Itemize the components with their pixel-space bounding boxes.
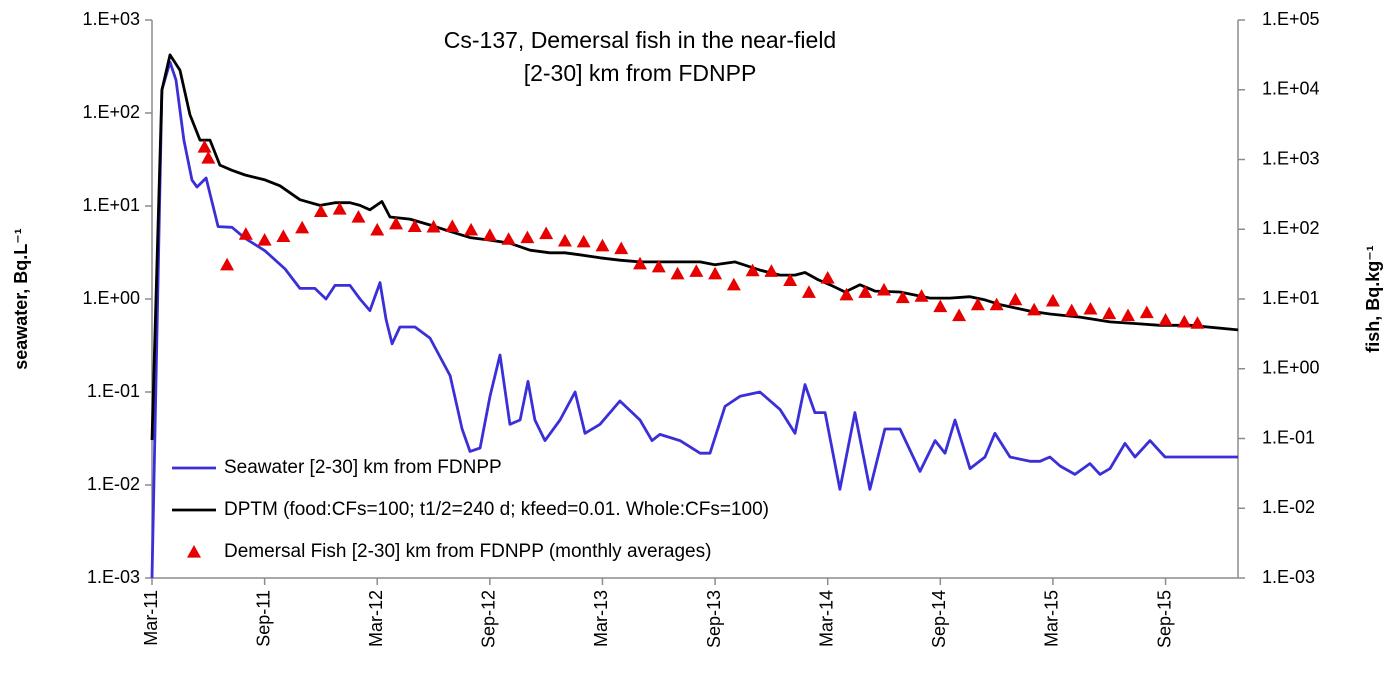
- data-point: [1045, 293, 1060, 307]
- y-tick-label: 1.E-02: [87, 474, 140, 494]
- data-point: [313, 204, 328, 218]
- data-point: [238, 227, 253, 240]
- x-tick-label: Sep-14: [929, 590, 949, 648]
- data-point: [351, 209, 366, 223]
- data-point: [595, 238, 610, 252]
- data-point: [1139, 305, 1154, 319]
- y2-tick-label: 1.E+03: [1262, 148, 1320, 168]
- data-point: [877, 282, 892, 296]
- data-point: [276, 229, 291, 242]
- data-point: [839, 287, 854, 301]
- data-point: [1190, 316, 1205, 329]
- data-point: [895, 290, 910, 304]
- data-point: [745, 263, 760, 277]
- data-point: [914, 289, 929, 302]
- data-point: [539, 226, 554, 240]
- y-tick-label: 1.E+01: [82, 195, 140, 215]
- y2-tick-label: 1.E+01: [1262, 288, 1320, 308]
- data-point: [858, 285, 873, 298]
- y-tick-label: 1.E+03: [82, 9, 140, 29]
- data-point: [1083, 301, 1098, 315]
- data-point: [970, 297, 985, 311]
- data-point: [820, 271, 835, 284]
- x-tick-label: Sep-13: [704, 590, 724, 648]
- legend-label: Seawater [2-30] km from FDNPP: [224, 457, 502, 478]
- x-tick-label: Mar-14: [816, 590, 836, 647]
- y-tick-label: 1.E+02: [82, 102, 140, 122]
- data-point: [1102, 306, 1117, 320]
- data-point: [295, 220, 310, 234]
- legend-swatch: [187, 545, 201, 558]
- y2-axis-title: fish, Bq.kg⁻¹: [1363, 245, 1383, 353]
- data-point: [952, 308, 967, 322]
- data-point: [1177, 314, 1192, 328]
- x-tick-label: Sep-12: [479, 590, 499, 648]
- data-point: [557, 233, 572, 247]
- data-point: [633, 256, 648, 270]
- data-point: [220, 257, 235, 271]
- data-point: [389, 216, 404, 230]
- data-point: [426, 219, 441, 233]
- y2-tick-label: 1.E+05: [1262, 9, 1320, 29]
- chart-title: [2-30] km from FDNPP: [524, 60, 757, 86]
- data-point: [1158, 312, 1173, 326]
- data-point: [201, 151, 216, 164]
- y2-tick-label: 1.E+00: [1262, 358, 1320, 378]
- y-tick-label: 1.E+00: [82, 288, 140, 308]
- data-point: [1008, 292, 1023, 306]
- data-point: [370, 222, 385, 236]
- data-point: [651, 259, 666, 273]
- data-point: [726, 277, 741, 291]
- data-point: [689, 264, 704, 277]
- x-tick-label: Sep-15: [1154, 590, 1174, 648]
- data-point: [407, 219, 422, 232]
- y2-tick-label: 1.E+04: [1262, 79, 1320, 99]
- data-point: [464, 222, 479, 236]
- data-point: [614, 241, 629, 255]
- legend-label: DPTM (food:CFs=100; t1/2=240 d; kfeed=0.…: [224, 499, 769, 520]
- data-point: [576, 234, 591, 248]
- x-tick-label: Mar-11: [141, 590, 161, 646]
- x-tick-label: Mar-15: [1042, 590, 1062, 647]
- data-point: [520, 230, 535, 244]
- x-tick-label: Mar-13: [591, 590, 611, 647]
- y-axis-title: seawater, Bq.L⁻¹: [11, 228, 31, 370]
- series-line: [150, 53, 1239, 441]
- data-point: [482, 228, 497, 241]
- data-point: [197, 140, 212, 153]
- y2-tick-label: 1.E-03: [1262, 567, 1315, 587]
- data-point: [257, 233, 272, 246]
- data-point: [801, 285, 816, 298]
- data-point: [1121, 308, 1136, 322]
- y2-tick-label: 1.E-01: [1262, 427, 1315, 447]
- y-tick-label: 1.E-03: [87, 567, 140, 587]
- data-point: [1027, 302, 1042, 316]
- y2-tick-label: 1.E+02: [1262, 218, 1320, 238]
- series-line: [150, 60, 1238, 579]
- data-point: [445, 219, 460, 232]
- data-point: [1064, 303, 1079, 317]
- x-tick-label: Mar-12: [366, 590, 386, 647]
- data-point: [933, 299, 948, 313]
- data-point: [332, 202, 347, 215]
- data-point: [501, 232, 516, 245]
- data-point: [989, 297, 1004, 311]
- y-tick-label: 1.E-01: [87, 381, 140, 401]
- legend-label: Demersal Fish [2-30] km from FDNPP (mont…: [224, 541, 711, 562]
- data-point: [708, 266, 723, 280]
- data-point: [764, 264, 779, 277]
- y2-tick-label: 1.E-02: [1262, 497, 1315, 517]
- x-tick-label: Sep-11: [253, 590, 273, 647]
- data-point: [670, 266, 685, 280]
- chart-title: Cs-137, Demersal fish in the near-field: [444, 27, 836, 53]
- data-point: [783, 273, 798, 286]
